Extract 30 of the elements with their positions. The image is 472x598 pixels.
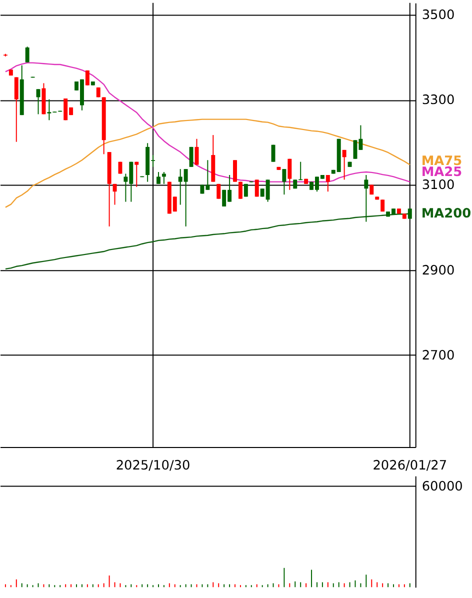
candlestick (254, 179, 259, 198)
series-label: MA25 (421, 164, 462, 180)
candlestick (216, 183, 221, 200)
candlestick (282, 168, 286, 196)
candlestick (238, 181, 242, 200)
line-series (4, 213, 410, 270)
candlestick (271, 144, 276, 162)
x-tick-label: 2025/10/30 (116, 458, 190, 474)
y-tick-label: 60000 (422, 479, 463, 494)
candlestick (408, 208, 412, 220)
candlestick (326, 174, 330, 192)
candlestick (14, 76, 18, 142)
candlestick (342, 149, 346, 180)
candlestick (25, 46, 30, 63)
candlestick (288, 158, 292, 190)
candlestick (364, 174, 368, 222)
candlestick (112, 183, 117, 206)
x-tick-label: 2026/01/27 (372, 458, 448, 474)
candlestick (189, 146, 194, 168)
y-tick-label: 3300 (422, 93, 455, 108)
y-tick-label: 2900 (422, 263, 455, 278)
y-tick-label: 3500 (422, 8, 455, 24)
y-tick-label: 3100 (422, 178, 455, 194)
candlestick (162, 172, 166, 184)
series-label: MA200 (421, 206, 472, 222)
line-series (4, 118, 410, 208)
candlestick (156, 172, 160, 184)
candlestick (85, 70, 90, 86)
y-tick-label: 2700 (422, 348, 455, 364)
candlestick (134, 161, 139, 188)
